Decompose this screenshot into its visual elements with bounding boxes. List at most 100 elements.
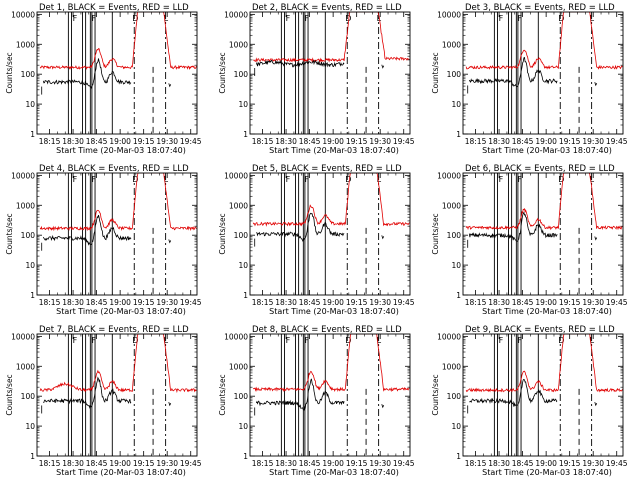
y-tick-label: 1000 [442,362,461,371]
y-tick-label: 1 [30,452,35,461]
y-tick-label: 1000 [16,362,35,371]
marker-label: F [91,14,96,23]
x-tick-label: 18:30 [62,459,84,468]
marker-label: D [132,336,138,345]
x-tick-label: 19:30 [156,137,178,146]
x-tick-label: 19:45 [180,137,202,146]
marker-label: D [345,14,351,23]
x-tick-label: 19:15 [559,298,581,307]
panel-title: Det 7, BLACK = Events, RED = LLD [39,325,189,335]
series-black-events [256,212,345,242]
axes-frame [249,11,411,135]
series-black-events [255,59,345,68]
x-tick-label: 18:30 [488,137,510,146]
marker-label: L [377,336,382,345]
x-axis-label: Start Time (20-Mar-03 18:07:40) [56,307,186,316]
marker-label: L [590,336,595,345]
y-tick-label: 100 [234,70,249,79]
x-tick-label: 19:30 [582,137,604,146]
x-tick-label: 19:15 [133,137,155,146]
y-axis-label: Counts/sec [431,52,440,93]
x-tick-label: 19:15 [346,298,368,307]
y-tick-label: 1000 [442,40,461,49]
x-tick-label: 19:30 [156,459,178,468]
series-black-hook [168,83,172,88]
y-axis-label: Counts/sec [5,374,14,415]
y-axis-label: Counts/sec [218,213,227,254]
y-tick-label: 100 [447,392,462,401]
x-tick-label: 18:45 [299,298,321,307]
series-black-hook [168,239,172,244]
y-tick-label: 1 [456,291,461,300]
axes-frame [249,333,411,457]
y-tick-label: 10 [451,422,461,431]
marker-label: L [164,175,169,184]
y-tick-label: 1 [30,130,35,139]
y-tick-label: 10000 [437,171,461,180]
x-tick-label: 19:00 [322,137,344,146]
y-axis-label: Counts/sec [5,52,14,93]
series-black-hook [594,402,598,407]
x-tick-label: 19:00 [535,459,557,468]
x-tick-label: 18:45 [299,459,321,468]
series-red-lld [39,334,197,394]
x-tick-label: 18:15 [39,459,61,468]
marker-label: F [286,336,291,345]
x-axis-label: Start Time (20-Mar-03 18:07:40) [269,146,399,155]
y-tick-label: 1 [30,291,35,300]
x-tick-label: 19:45 [393,298,415,307]
y-tick-label: 10 [238,100,248,109]
panel-title: Det 8, BLACK = Events, RED = LLD [252,325,402,335]
series-black-events [42,58,132,90]
x-tick-label: 18:15 [465,298,487,307]
series-black-hook [594,82,598,87]
series-black-hook [594,236,598,241]
x-axis-label: Start Time (20-Mar-03 18:07:40) [482,468,612,477]
panel-title: Det 3, BLACK = Events, RED = LLD [465,3,615,13]
marker-label: L [590,175,595,184]
y-tick-label: 100 [447,231,462,240]
x-tick-label: 19:30 [582,459,604,468]
marker-label: F [517,14,522,23]
x-tick-label: 19:30 [582,298,604,307]
panel-title: Det 6, BLACK = Events, RED = LLD [465,164,615,174]
x-axis-label: Start Time (20-Mar-03 18:07:40) [56,468,186,477]
x-tick-label: 18:30 [275,298,297,307]
y-tick-label: 10000 [437,332,461,341]
x-tick-label: 18:15 [465,459,487,468]
marker-label: F [517,175,522,184]
series-red-lld [252,334,410,393]
marker-label: F [91,336,96,345]
series-red-lld [39,12,197,70]
x-tick-label: 19:45 [180,298,202,307]
x-tick-label: 19:15 [133,298,155,307]
y-axis-label: Counts/sec [218,374,227,415]
axes-frame [462,172,624,296]
marker-label: F [73,175,78,184]
marker-label: L [377,175,382,184]
axes-frame [462,11,624,135]
series-black-events [255,378,345,411]
series-black-hook [381,235,385,240]
marker-label: D [558,336,564,345]
marker-label: F [91,175,96,184]
marker-label: F [304,175,309,184]
y-axis-label: Counts/sec [431,213,440,254]
x-tick-label: 18:30 [488,298,510,307]
x-axis-label: Start Time (20-Mar-03 18:07:40) [56,146,186,155]
x-tick-label: 18:15 [465,137,487,146]
x-axis-label: Start Time (20-Mar-03 18:07:40) [482,307,612,316]
marker-label: F [304,336,309,345]
x-axis-label: Start Time (20-Mar-03 18:07:40) [269,307,399,316]
y-tick-label: 1 [243,291,248,300]
y-tick-label: 1 [456,130,461,139]
y-tick-label: 10000 [11,10,35,19]
x-tick-label: 18:30 [62,298,84,307]
marker-label: L [164,14,169,23]
y-tick-label: 10 [238,261,248,270]
